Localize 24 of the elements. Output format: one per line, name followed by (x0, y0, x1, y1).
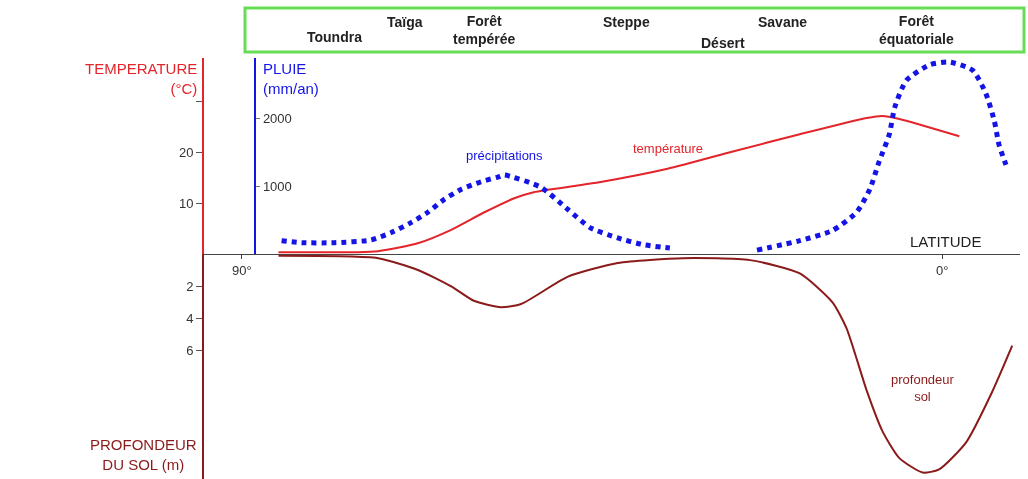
y3-tick-label: 4 (186, 310, 194, 326)
text: Forêt équatoriale (879, 13, 954, 48)
y2-tick-label: 1000 (262, 179, 292, 195)
text: Savane (758, 14, 808, 30)
y-tick-label: 20 (178, 145, 194, 161)
text: Forêt tempérée (453, 13, 516, 48)
y2-axis-title: PLUIE (mm/an) (263, 60, 319, 97)
x-tick-label: 90° (232, 262, 252, 278)
text: Taïga (387, 14, 423, 30)
y3-tick-label: 2 (186, 278, 194, 294)
line-series (277, 254, 1014, 474)
series-label: profondeur sol (891, 372, 955, 404)
series-label: température (633, 141, 704, 156)
y3-tick-label: 6 (186, 343, 194, 359)
series-label: précipitations (466, 148, 544, 163)
x-axis-title: LATITUDE (910, 233, 982, 250)
y3-axis-title: PROFONDEUR DU SOL (m) (90, 436, 197, 473)
text: Désert (701, 35, 745, 51)
text: Steppe (603, 14, 650, 30)
y2-tick-label: 2000 (262, 111, 292, 127)
y-tick-label: 10 (178, 195, 194, 211)
y-axis-title: TEMPERATURE (°C) (85, 60, 198, 97)
text: Toundra (307, 29, 363, 45)
x-tick-label: 0° (935, 262, 949, 278)
